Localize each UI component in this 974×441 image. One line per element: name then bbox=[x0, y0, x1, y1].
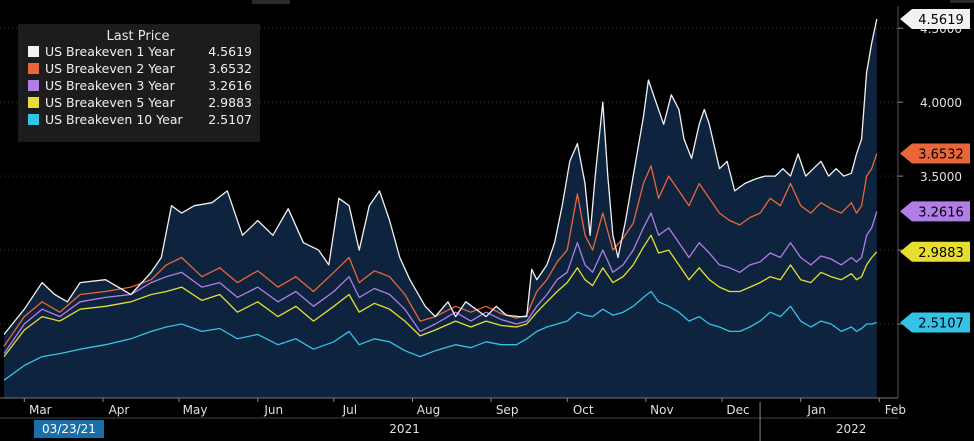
series-area-us-breakeven-1-year bbox=[4, 19, 877, 398]
x-tick-label-jun: Jun bbox=[263, 403, 283, 417]
legend-series-name: US Breakeven 5 Year bbox=[45, 95, 176, 110]
y-tick-label-2: 3.5000 bbox=[920, 170, 962, 184]
legend-swatch bbox=[28, 80, 39, 91]
legend-item-us-breakeven-2-year: US Breakeven 2 Year 3.6532 bbox=[28, 61, 252, 76]
legend-item-us-breakeven-10-year: US Breakeven 10 Year 2.5107 bbox=[28, 112, 252, 127]
legend-background bbox=[18, 24, 260, 142]
last-value-tag-us-breakeven-2-year: 3.6532 bbox=[900, 143, 970, 164]
legend-series-name: US Breakeven 2 Year bbox=[45, 61, 176, 76]
series-line-us-breakeven-2-year bbox=[3, 153, 878, 347]
series-line-us-breakeven-1-year bbox=[3, 18, 878, 335]
x-tick-label-sep: Sep bbox=[496, 403, 519, 417]
last-value-tag-bg bbox=[900, 312, 970, 333]
legend-item-us-breakeven-1-year: US Breakeven 1 Year 4.5619 bbox=[28, 44, 252, 59]
series-lines bbox=[3, 18, 878, 381]
legend-title: Last Price bbox=[107, 29, 170, 44]
last-value-tag-bg bbox=[900, 143, 970, 164]
start-date-label: 03/23/21 bbox=[42, 422, 96, 436]
legend-swatch bbox=[28, 97, 39, 108]
x-tick-label-jul: Jul bbox=[342, 403, 357, 417]
legend-series-value: 2.5107 bbox=[208, 112, 252, 127]
legend-series-name: US Breakeven 10 Year bbox=[45, 112, 184, 127]
x-tick-label-may: May bbox=[183, 403, 208, 417]
legend-series-name: US Breakeven 1 Year bbox=[45, 44, 176, 59]
legend-swatch bbox=[28, 46, 39, 57]
last-value-tag-text: 2.9883 bbox=[918, 246, 964, 261]
legend-series-value: 4.5619 bbox=[208, 44, 252, 59]
series-line-us-breakeven-3-year bbox=[3, 211, 878, 354]
series-line-us-breakeven-10-year bbox=[3, 290, 877, 381]
last-value-tag-text: 3.6532 bbox=[918, 147, 964, 162]
x-axis-tick-labels: Mar Apr May Jun Jul Aug Sep Oct Nov Dec Jan Feb bbox=[23, 398, 906, 417]
x-tick-label-oct: Oct bbox=[573, 403, 594, 417]
start-date-badge bbox=[34, 420, 104, 438]
legend-series-name: US Breakeven 3 Year bbox=[45, 78, 176, 93]
last-value-tag-bg bbox=[900, 241, 970, 262]
legend-item-us-breakeven-3-year: US Breakeven 3 Year 3.2616 bbox=[28, 78, 252, 93]
last-value-tag-us-breakeven-1-year: 4.5619 bbox=[900, 9, 970, 30]
x-tick-label-apr: Apr bbox=[109, 403, 130, 417]
last-value-tag-text: 4.5619 bbox=[918, 13, 964, 28]
y-tick-label-1: 4.0000 bbox=[920, 96, 962, 110]
top-scrap bbox=[252, 0, 290, 4]
year-label-row: 03/23/21 2021 2022 bbox=[0, 402, 898, 441]
legend-swatch bbox=[28, 114, 39, 125]
legend-series-value: 3.2616 bbox=[208, 78, 252, 93]
x-tick-label-jan: Jan bbox=[806, 403, 826, 417]
x-tick-label-nov: Nov bbox=[650, 403, 673, 417]
top-scrap-right bbox=[950, 0, 974, 3]
legend-series-value: 2.9883 bbox=[208, 95, 252, 110]
legend-series-value: 3.6532 bbox=[208, 61, 252, 76]
last-value-tag-us-breakeven-10-year: 2.5107 bbox=[900, 312, 970, 333]
last-value-tag-us-breakeven-5-year: 2.9883 bbox=[900, 241, 970, 262]
last-value-tag-text: 3.2616 bbox=[918, 205, 964, 220]
series-line-us-breakeven-5-year bbox=[3, 234, 878, 357]
last-value-tag-bg bbox=[900, 9, 970, 30]
legend-swatch bbox=[28, 63, 39, 74]
last-value-tag-bg bbox=[900, 201, 970, 222]
x-tick-label-dec: Dec bbox=[726, 403, 749, 417]
year-label-2022: 2022 bbox=[836, 422, 867, 436]
x-tick-label-mar: Mar bbox=[29, 403, 52, 417]
last-value-tags: 4.5619 3.6532 3.2616 2.9883 2.5107 bbox=[900, 9, 970, 333]
last-value-tag-text: 2.5107 bbox=[918, 316, 964, 331]
legend-item-us-breakeven-5-year: US Breakeven 5 Year 2.9883 bbox=[28, 95, 252, 110]
last-value-tag-us-breakeven-3-year: 3.2616 bbox=[900, 201, 970, 222]
legend-items: US Breakeven 1 Year 4.5619 US Breakeven 2 … bbox=[28, 44, 252, 127]
year-label-2021: 2021 bbox=[389, 422, 420, 436]
x-tick-label-feb: Feb bbox=[885, 403, 906, 417]
x-tick-label-aug: Aug bbox=[417, 403, 440, 417]
area-fill bbox=[4, 19, 877, 398]
